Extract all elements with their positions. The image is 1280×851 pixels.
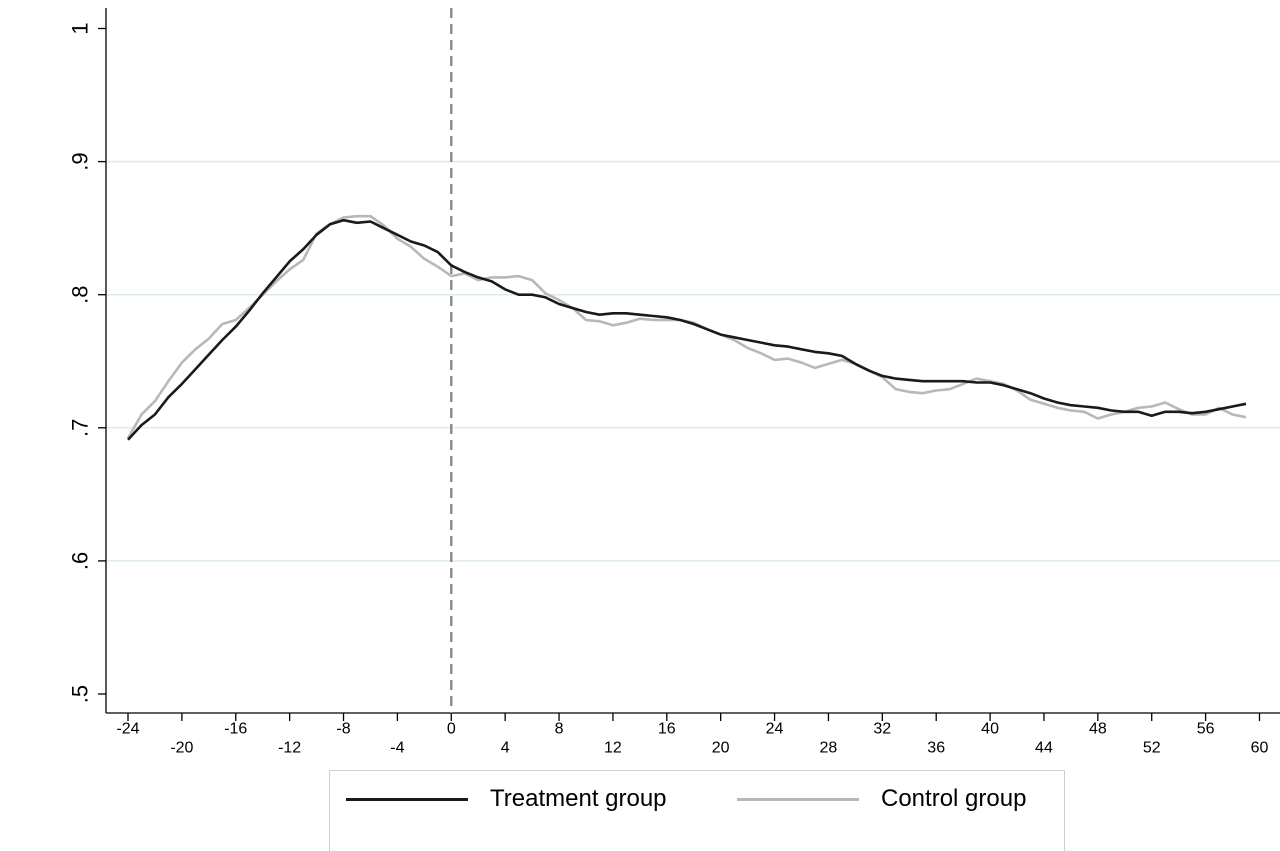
x-tick-label: 36	[927, 739, 945, 756]
x-tick-label: 24	[766, 720, 784, 737]
y-tick-label: 1	[68, 22, 93, 34]
x-tick-label: 52	[1143, 739, 1161, 756]
x-tick-label: -24	[116, 720, 139, 737]
y-tick-label: .7	[68, 419, 93, 437]
gridlines	[106, 160, 1280, 562]
x-tick-label: 48	[1089, 720, 1107, 737]
x-tick-label: 60	[1251, 739, 1269, 756]
x-tick-label: 8	[555, 720, 564, 737]
axes	[98, 8, 1280, 721]
series-line-treatment	[127, 218, 1247, 441]
y-tick-label: .9	[68, 152, 93, 170]
x-tick-label: 44	[1035, 739, 1053, 756]
x-tick-label: -12	[278, 739, 301, 756]
y-tick-label: .5	[68, 685, 93, 703]
x-tick-label: 12	[604, 739, 622, 756]
tick-labels: .5 .6 .7 .8 .9 1 -24 -16 -8 0 8 16 24 32 40 48 56 -20 -12 -…	[68, 22, 1269, 756]
x-tick-label: -16	[224, 720, 247, 737]
legend-swatch-control	[737, 797, 859, 801]
legend-label-control: Control group	[881, 785, 1027, 812]
x-tick-label: -20	[170, 739, 193, 756]
legend: Treatment group Control group	[329, 770, 1065, 851]
y-tick-label: .8	[68, 286, 93, 304]
x-tick-label: 32	[873, 720, 891, 737]
legend-item-control: Control group	[737, 785, 1027, 812]
legend-item-treatment: Treatment group	[346, 785, 667, 812]
series-lines	[126, 214, 1247, 441]
x-tick-label: 20	[712, 739, 730, 756]
x-tick-label: 40	[981, 720, 999, 737]
x-tick-label: -4	[390, 739, 404, 756]
legend-swatch-treatment	[346, 797, 468, 801]
y-tick-label: .6	[68, 552, 93, 570]
legend-label-treatment: Treatment group	[490, 785, 667, 812]
x-tick-label: -8	[336, 720, 350, 737]
x-tick-label: 56	[1197, 720, 1215, 737]
x-tick-label: 28	[820, 739, 838, 756]
x-tick-label: 4	[501, 739, 510, 756]
x-tick-label: 0	[447, 720, 456, 737]
x-tick-label: 16	[658, 720, 676, 737]
